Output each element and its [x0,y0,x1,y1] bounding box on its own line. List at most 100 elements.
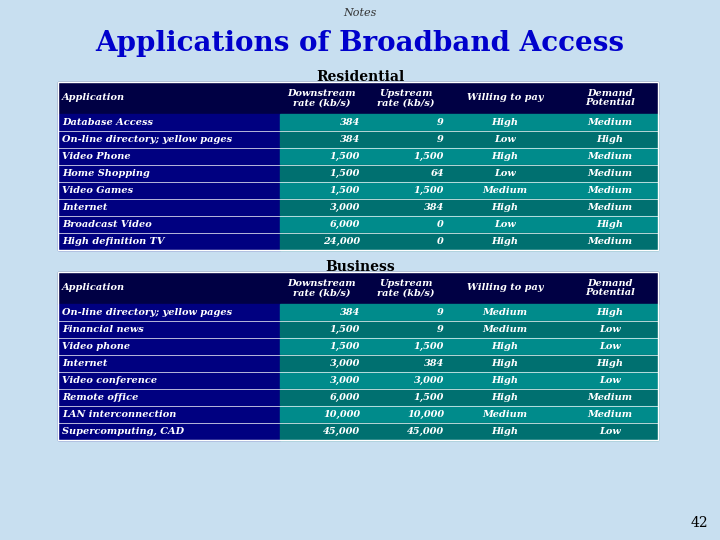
Text: Video conference: Video conference [62,376,157,385]
Bar [58,114,280,131]
Text: Low: Low [599,325,621,334]
Text: Medium: Medium [482,308,528,317]
Bar [58,148,280,165]
Bar [280,199,658,216]
Text: Low: Low [494,220,516,229]
Bar [58,272,658,440]
Bar [58,272,658,304]
Text: Medium: Medium [482,186,528,195]
Bar [280,423,658,440]
Bar [280,165,658,182]
Text: 1,500: 1,500 [413,152,444,161]
Bar [58,355,280,372]
Bar [58,82,658,250]
Text: Willing to pay: Willing to pay [467,93,544,103]
Bar [58,82,658,114]
Text: Medium: Medium [588,237,633,246]
Bar [280,355,658,372]
Bar [280,321,658,338]
Text: 1,500: 1,500 [330,152,360,161]
Text: Low: Low [599,342,621,351]
Bar [58,321,280,338]
Text: 384: 384 [340,308,360,317]
Text: Upstream
rate (kb/s): Upstream rate (kb/s) [377,89,435,107]
Text: Medium: Medium [588,410,633,419]
Text: Video Games: Video Games [62,186,133,195]
Text: Applications of Broadband Access: Applications of Broadband Access [96,30,624,57]
Bar [58,423,280,440]
Text: Video phone: Video phone [62,342,130,351]
Text: High: High [492,359,518,368]
Bar [280,233,658,250]
Bar [58,182,280,199]
Bar [58,165,280,182]
Text: LAN interconnection: LAN interconnection [62,410,176,419]
Text: Application: Application [62,93,125,103]
Text: Financial news: Financial news [62,325,144,334]
Text: High definition TV: High definition TV [62,237,164,246]
Bar [280,338,658,355]
Bar [58,406,280,423]
Text: 6,000: 6,000 [330,220,360,229]
Text: Low: Low [599,376,621,385]
Text: Medium: Medium [482,325,528,334]
Text: High: High [492,393,518,402]
Text: 3,000: 3,000 [330,359,360,368]
Text: Low: Low [599,427,621,436]
Bar [58,199,280,216]
Text: Medium: Medium [588,203,633,212]
Text: 9: 9 [437,118,444,127]
Text: 1,500: 1,500 [330,169,360,178]
Bar [58,304,280,321]
Text: 3,000: 3,000 [413,376,444,385]
Text: Internet: Internet [62,359,107,368]
Text: High: High [492,342,518,351]
Text: 24,000: 24,000 [323,237,360,246]
Bar [280,114,658,131]
Text: Demand
Potential: Demand Potential [585,89,635,107]
Text: Medium: Medium [588,152,633,161]
Text: High: High [492,376,518,385]
Text: Low: Low [494,169,516,178]
Text: Remote office: Remote office [62,393,138,402]
Text: Downstream
rate (kb/s): Downstream rate (kb/s) [288,89,356,107]
Text: 0: 0 [437,237,444,246]
Text: 384: 384 [340,135,360,144]
Text: High: High [492,237,518,246]
Text: 384: 384 [340,118,360,127]
Bar [280,216,658,233]
Text: 9: 9 [437,325,444,334]
Text: 384: 384 [424,203,444,212]
Text: Medium: Medium [588,393,633,402]
Text: High: High [492,427,518,436]
Text: 6,000: 6,000 [330,393,360,402]
Text: 3,000: 3,000 [330,203,360,212]
Text: 0: 0 [437,220,444,229]
Text: Application: Application [62,284,125,293]
Text: High: High [596,135,624,144]
Bar [280,131,658,148]
Text: 10,000: 10,000 [323,410,360,419]
Bar [58,233,280,250]
Bar [280,372,658,389]
Text: Video Phone: Video Phone [62,152,130,161]
Text: Notes: Notes [343,8,377,18]
Text: High: High [492,118,518,127]
Text: High: High [596,220,624,229]
Text: 1,500: 1,500 [330,342,360,351]
Text: Medium: Medium [482,410,528,419]
Bar [280,406,658,423]
Bar [58,216,280,233]
Bar [58,338,280,355]
Text: 45,000: 45,000 [407,427,444,436]
Text: 9: 9 [437,308,444,317]
Bar [58,372,280,389]
Bar [280,304,658,321]
Text: Home Shopping: Home Shopping [62,169,150,178]
Text: 1,500: 1,500 [413,186,444,195]
Text: 10,000: 10,000 [407,410,444,419]
Text: High: High [596,308,624,317]
Text: High: High [492,152,518,161]
Text: On-line directory; yellow pages: On-line directory; yellow pages [62,135,232,144]
Text: Downstream
rate (kb/s): Downstream rate (kb/s) [288,279,356,298]
